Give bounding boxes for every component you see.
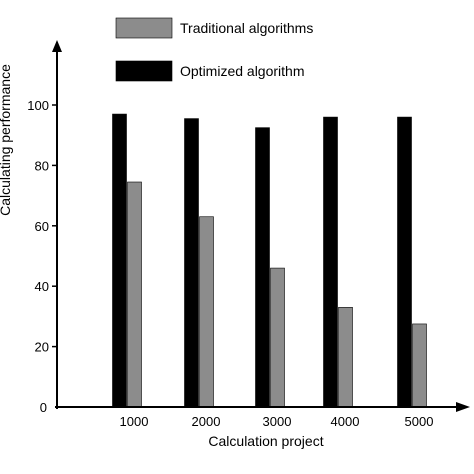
x-tick-label: 1000 xyxy=(120,414,149,429)
bars-group xyxy=(112,113,427,408)
bar-optimized-5000 xyxy=(397,116,412,408)
y-tick-label: 0 xyxy=(40,400,47,415)
bar-traditional-3000 xyxy=(270,267,285,408)
axes-group xyxy=(52,40,470,412)
legend-item: Traditional algorithms xyxy=(115,17,313,39)
bar-traditional-4000 xyxy=(338,307,353,408)
y-tick-label: 100 xyxy=(27,98,49,113)
legend-item: Optimized algorithm xyxy=(115,60,305,82)
x-tick-label: 3000 xyxy=(263,414,292,429)
ticks-group: 0 20 40 60 80 100 1000 2000 3000 4000 5000 xyxy=(27,98,433,429)
bar-traditional-1000 xyxy=(127,181,142,408)
x-axis-arrow-icon xyxy=(456,402,470,412)
y-tick-label: 20 xyxy=(35,340,49,355)
x-tick-label: 4000 xyxy=(331,414,360,429)
y-tick-label: 60 xyxy=(35,219,49,234)
x-tick-label: 2000 xyxy=(192,414,221,429)
x-axis-title: Calculation project xyxy=(208,433,323,449)
y-axis-title: Calculating performance xyxy=(0,64,13,216)
legend-swatch xyxy=(115,60,173,82)
bar-optimized-4000 xyxy=(323,116,338,408)
legend-label: Traditional algorithms xyxy=(180,20,313,36)
y-tick-label: 80 xyxy=(35,158,49,173)
legend: Traditional algorithms Optimized algorith… xyxy=(115,17,313,82)
bar-optimized-2000 xyxy=(184,118,199,408)
y-axis-arrow-icon xyxy=(52,40,62,52)
bar-optimized-3000 xyxy=(255,127,270,408)
legend-swatch xyxy=(115,17,173,39)
x-tick-label: 5000 xyxy=(405,414,434,429)
bar-traditional-2000 xyxy=(199,216,214,408)
legend-label: Optimized algorithm xyxy=(180,63,305,79)
bar-traditional-5000 xyxy=(412,323,427,408)
y-tick-label: 40 xyxy=(35,279,49,294)
bar-optimized-1000 xyxy=(112,113,127,408)
